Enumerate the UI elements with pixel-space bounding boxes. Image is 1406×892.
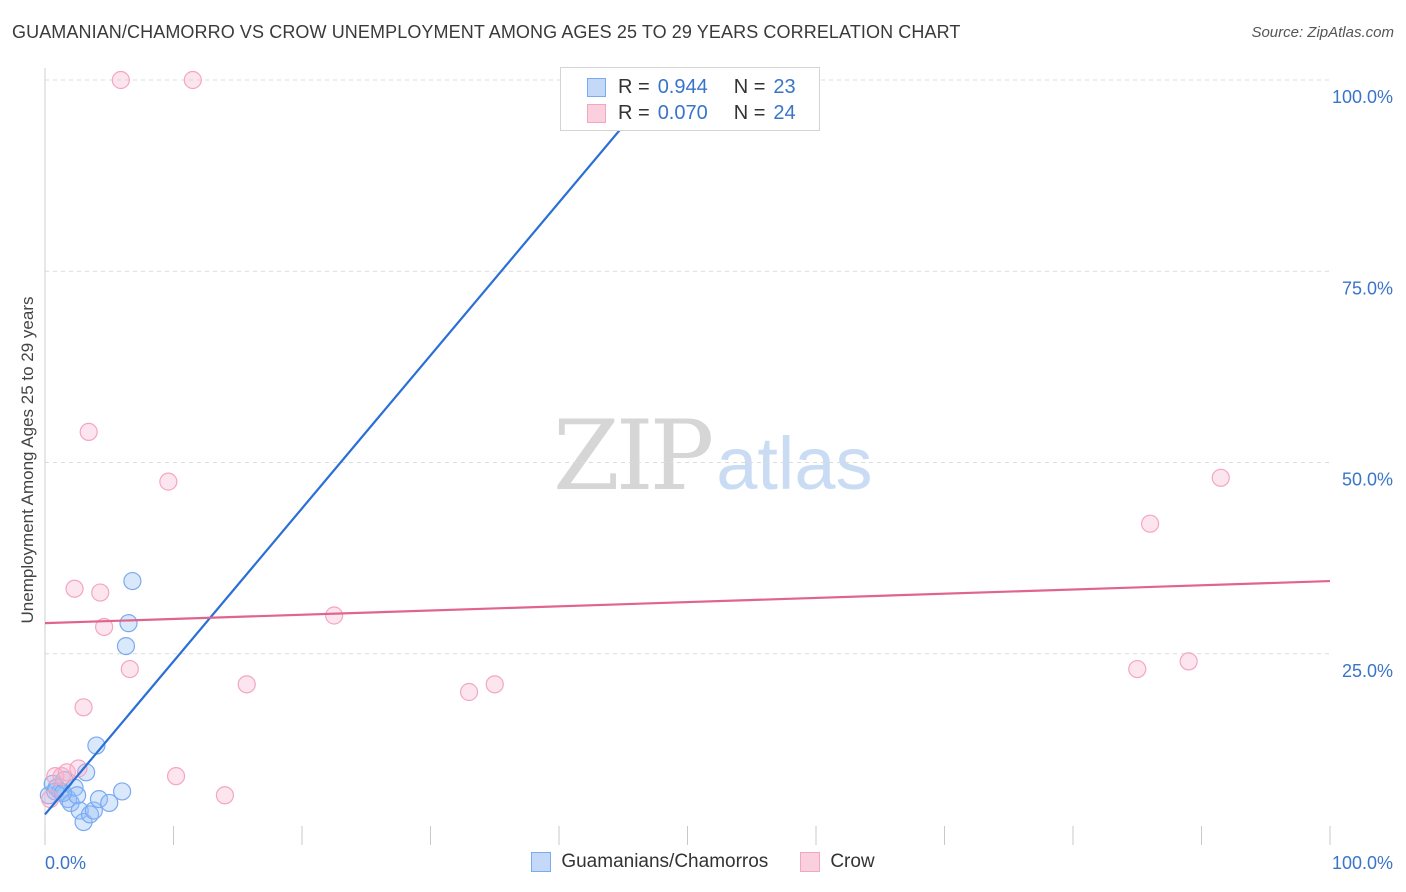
correlation-legend: R = 0.944 N = 23 R = 0.070 N = 24	[560, 67, 820, 131]
trendline-guamanians	[44, 79, 663, 816]
point-guamanians	[84, 801, 103, 820]
x-tick-label-max: 100.0%	[1332, 853, 1393, 873]
legend-swatch-crow	[587, 103, 606, 123]
point-crow	[325, 606, 344, 625]
y-tick-label: 75.0%	[1342, 278, 1393, 298]
point-crow	[237, 675, 256, 694]
point-crow	[459, 682, 479, 702]
chart-source: Source: ZipAtlas.com	[1251, 24, 1394, 41]
legend-r-label: R =	[618, 75, 650, 98]
point-crow	[46, 767, 65, 786]
point-crow	[74, 698, 93, 717]
legend-item-guamanians: Guamanians/Chamorros	[531, 851, 768, 873]
point-crow	[69, 759, 88, 778]
legend-label-guamanians: Guamanians/Chamorros	[561, 851, 769, 872]
point-crow	[65, 579, 84, 598]
point-guamanians	[100, 793, 119, 813]
point-guamanians	[123, 571, 142, 591]
point-guamanians	[112, 782, 132, 801]
legend-n-value: 23	[773, 75, 796, 98]
legend-label-crow: Crow	[830, 851, 875, 872]
series-legend: Guamanians/Chamorros Crow	[0, 851, 1406, 873]
x-tick-label-min: 0.0%	[45, 853, 86, 873]
point-guamanians	[70, 801, 89, 820]
point-crow	[183, 70, 202, 90]
y-tick-label: 50.0%	[1342, 470, 1393, 490]
legend-n-label: N =	[733, 101, 766, 124]
point-crow	[120, 659, 139, 679]
trendline-crow	[44, 579, 1331, 625]
point-crow	[91, 583, 110, 602]
y-tick-label: 100.0%	[1332, 87, 1393, 107]
point-crow	[485, 675, 504, 694]
legend-r-value: 0.070	[657, 101, 708, 124]
legend-n-value: 24	[773, 101, 796, 124]
point-crow	[57, 763, 76, 782]
legend-row-guamanians: R = 0.944 N = 23	[561, 74, 796, 100]
point-guamanians	[89, 789, 109, 809]
legend-row-crow: R = 0.070 N = 24	[561, 100, 796, 126]
point-crow	[159, 472, 178, 491]
point-crow	[95, 617, 114, 637]
point-crow	[1128, 659, 1147, 679]
legend-n-label: N =	[733, 75, 766, 98]
point-guamanians	[116, 636, 136, 656]
legend-swatch-guamanians	[531, 852, 552, 872]
legend-swatch-guamanians	[587, 77, 606, 97]
point-crow	[1179, 652, 1198, 671]
point-crow	[166, 767, 186, 786]
point-crow	[111, 70, 130, 90]
point-crow	[79, 422, 98, 441]
point-crow	[1211, 468, 1230, 487]
legend-r-value: 0.944	[657, 75, 708, 98]
point-crow	[1140, 514, 1160, 533]
watermark-zip: ZIP	[553, 400, 714, 512]
chart-title: GUAMANIAN/CHAMORRO VS CROW UNEMPLOYMENT …	[12, 22, 961, 42]
legend-item-crow: Crow	[800, 851, 875, 873]
point-crow	[41, 789, 60, 809]
legend-r-label: R =	[618, 101, 650, 124]
point-guamanians	[68, 786, 87, 805]
point-crow	[215, 786, 234, 805]
point-guamanians	[119, 614, 138, 633]
watermark: ZIPatlas	[553, 400, 873, 512]
legend-swatch-crow	[800, 852, 821, 872]
y-tick-label: 25.0%	[1342, 661, 1393, 681]
watermark-atlas: atlas	[716, 422, 873, 505]
